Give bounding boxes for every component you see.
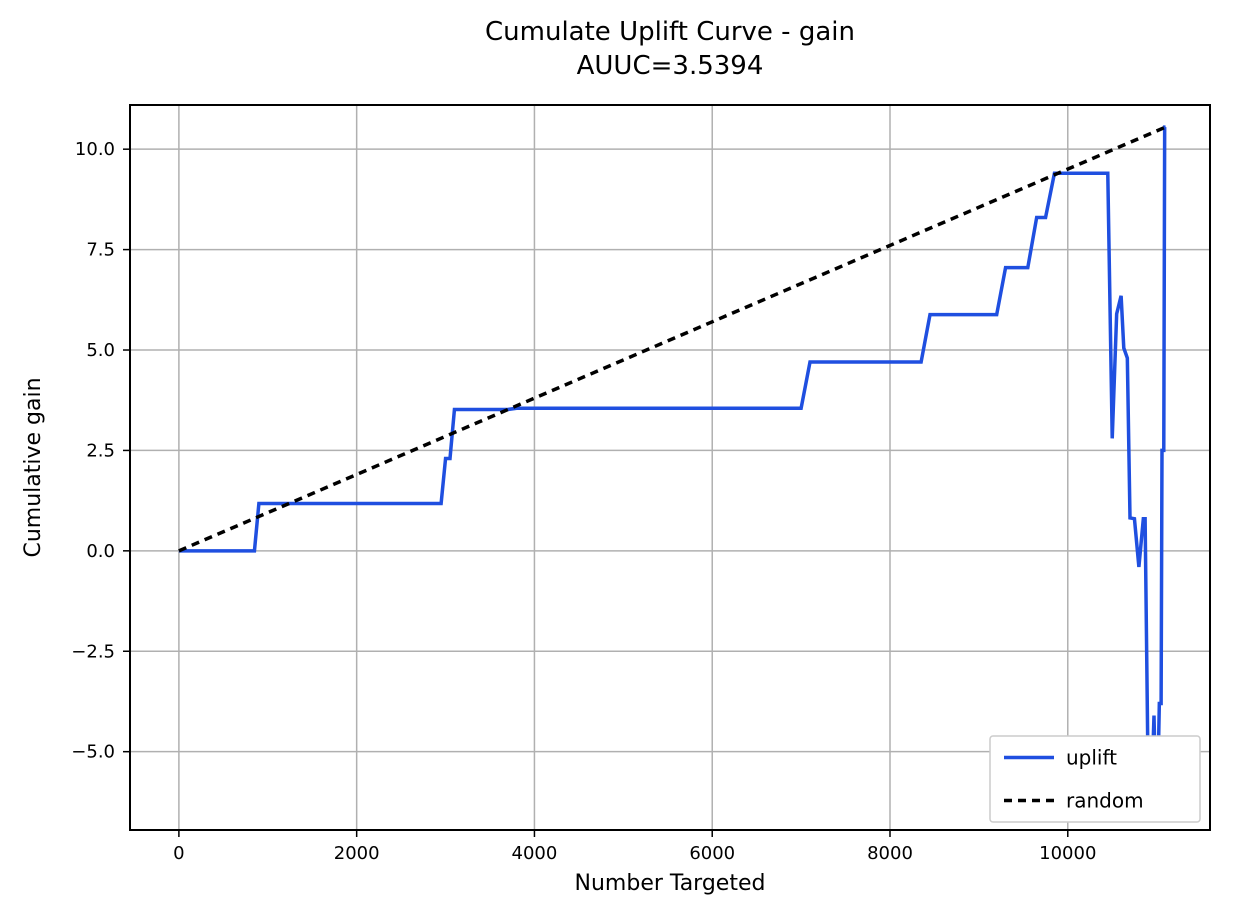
xtick-label: 2000 bbox=[334, 843, 380, 864]
xtick-label: 4000 bbox=[512, 843, 558, 864]
legend-uplift-label: uplift bbox=[1066, 746, 1117, 770]
x-axis-label: Number Targeted bbox=[575, 871, 766, 896]
y-axis-label: Cumulative gain bbox=[21, 377, 46, 557]
xtick-label: 0 bbox=[173, 843, 184, 864]
chart-svg: 0 2000 4000 6000 8000 10000 −5.0 −2.5 0.0 2.5 5.0 7… bbox=[0, 0, 1246, 924]
chart-title-line2: AUUC=3.5394 bbox=[577, 51, 764, 81]
legend: uplift random bbox=[990, 736, 1200, 822]
ytick-label: 10.0 bbox=[75, 139, 115, 160]
ytick-label: 7.5 bbox=[86, 240, 115, 261]
chart-title-line1: Cumulate Uplift Curve - gain bbox=[485, 17, 855, 47]
legend-random-label: random bbox=[1066, 789, 1144, 813]
uplift-chart: 0 2000 4000 6000 8000 10000 −5.0 −2.5 0.0 2.5 5.0 7… bbox=[0, 0, 1246, 924]
xtick-label: 10000 bbox=[1039, 843, 1096, 864]
xtick-label: 6000 bbox=[689, 843, 735, 864]
ytick-label: −2.5 bbox=[71, 641, 115, 662]
ytick-label: 5.0 bbox=[86, 340, 115, 361]
xtick-label: 8000 bbox=[867, 843, 913, 864]
ytick-label: 0.0 bbox=[86, 541, 115, 562]
ytick-label: 2.5 bbox=[86, 440, 115, 461]
ytick-label: −5.0 bbox=[71, 742, 115, 763]
